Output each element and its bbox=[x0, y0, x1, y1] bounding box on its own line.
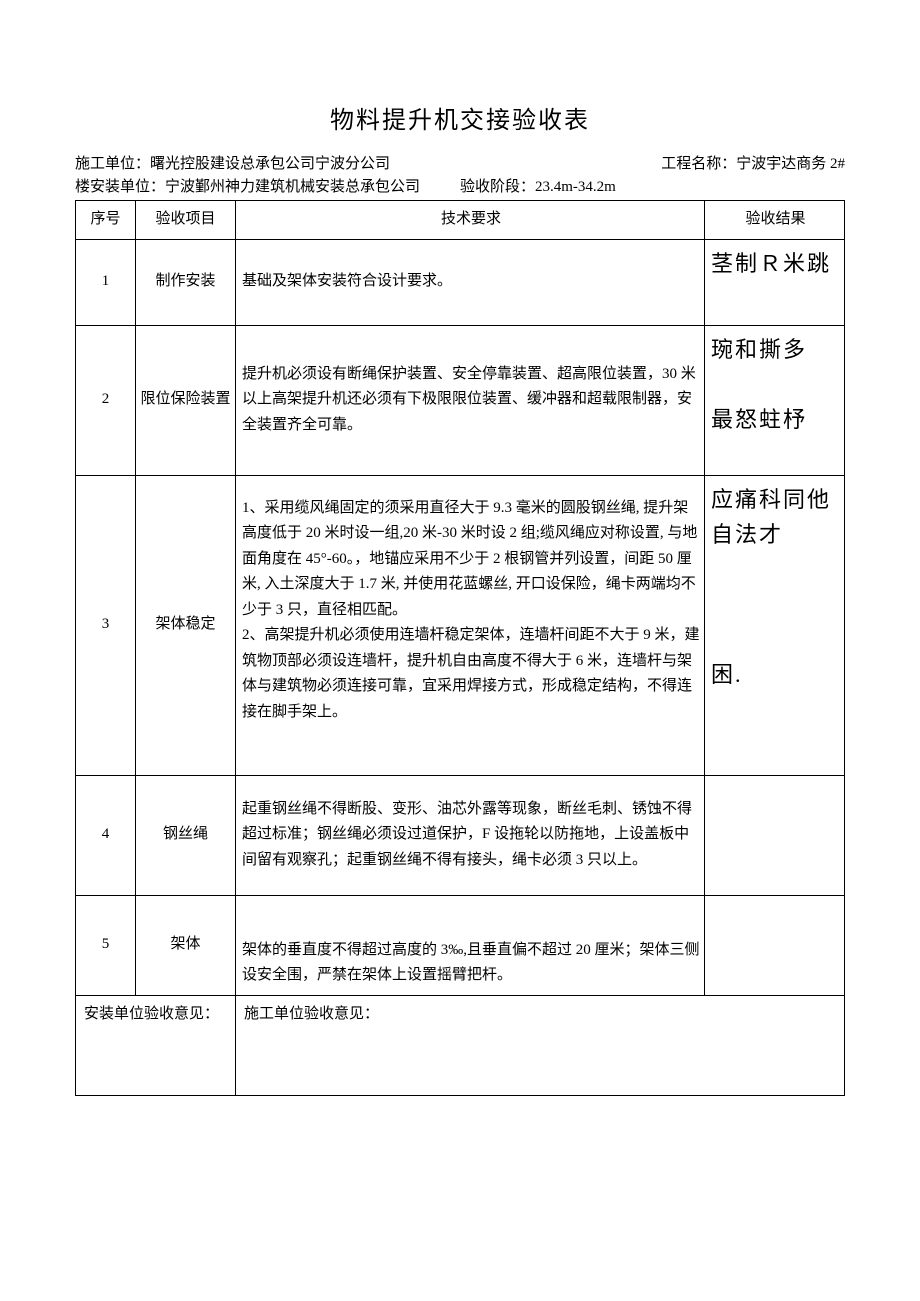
table-bottom-row: 安装单位验收意见： 施工单位验收意见： bbox=[76, 995, 845, 1095]
page-title: 物料提升机交接验收表 bbox=[75, 100, 845, 135]
meta-accept-stage: 验收阶段：23.4m-34.2m bbox=[460, 176, 616, 199]
install-opinion-label: 安装单位验收意见： bbox=[84, 1006, 219, 1022]
cell-req: 提升机必须设有断绳保护装置、安全停靠装置、超高限位装置，30 米以上高架提升机还… bbox=[236, 325, 705, 475]
table-row: 5 架体 架体的垂直度不得超过高度的 3‰,且垂直偏不超过 20 厘米；架体三侧… bbox=[76, 895, 845, 995]
meta-install-unit: 楼安装单位：宁波鄞州神力建筑机械安装总承包公司 bbox=[75, 176, 420, 199]
cell-req: 基础及架体安装符合设计要求。 bbox=[236, 239, 705, 325]
cell-res: 琬和撕多 最怒蛀杼 bbox=[705, 325, 845, 475]
result-text: 应痛科同他自法才 困. bbox=[711, 482, 840, 693]
cell-seq: 1 bbox=[76, 239, 136, 325]
cell-res bbox=[705, 775, 845, 895]
meta-line-1: 施工单位：曙光控股建设总承包公司宁波分公司 工程名称：宁波宇达商务 2# bbox=[75, 153, 845, 176]
meta-line-2: 楼安装单位：宁波鄞州神力建筑机械安装总承包公司 验收阶段：23.4m-34.2m bbox=[75, 176, 845, 199]
table-row: 4 钢丝绳 起重钢丝绳不得断股、变形、油芯外露等现象，断丝毛刺、锈蚀不得超过标准… bbox=[76, 775, 845, 895]
cell-res bbox=[705, 895, 845, 995]
meta-construction-unit: 施工单位：曙光控股建设总承包公司宁波分公司 bbox=[75, 153, 390, 176]
construct-opinion-label: 施工单位验收意见： bbox=[244, 1006, 379, 1022]
cell-req: 1、采用缆风绳固定的须采用直径大于 9.3 毫米的圆股钢丝绳, 提升架高度低于 … bbox=[236, 475, 705, 775]
meta-block: 施工单位：曙光控股建设总承包公司宁波分公司 工程名称：宁波宇达商务 2# 楼安装… bbox=[75, 153, 845, 198]
cell-res: 应痛科同他自法才 困. bbox=[705, 475, 845, 775]
result-text: 琬和撕多 最怒蛀杼 bbox=[711, 332, 840, 438]
table-row: 2 限位保险装置 提升机必须设有断绳保护装置、安全停靠装置、超高限位装置，30 … bbox=[76, 325, 845, 475]
cell-item: 钢丝绳 bbox=[136, 775, 236, 895]
construct-opinion-cell: 施工单位验收意见： bbox=[236, 995, 845, 1095]
cell-item: 制作安装 bbox=[136, 239, 236, 325]
cell-item: 架体 bbox=[136, 895, 236, 995]
cell-seq: 4 bbox=[76, 775, 136, 895]
cell-item: 限位保险装置 bbox=[136, 325, 236, 475]
cell-seq: 3 bbox=[76, 475, 136, 775]
header-seq: 序号 bbox=[76, 201, 136, 240]
table-row: 3 架体稳定 1、采用缆风绳固定的须采用直径大于 9.3 毫米的圆股钢丝绳, 提… bbox=[76, 475, 845, 775]
cell-req: 起重钢丝绳不得断股、变形、油芯外露等现象，断丝毛刺、锈蚀不得超过标准；钢丝绳必须… bbox=[236, 775, 705, 895]
header-req: 技术要求 bbox=[236, 201, 705, 240]
result-text: 茎制Ｒ米跳 bbox=[711, 246, 840, 281]
cell-req: 架体的垂直度不得超过高度的 3‰,且垂直偏不超过 20 厘米；架体三侧设安全围，… bbox=[236, 895, 705, 995]
table-header-row: 序号 验收项目 技术要求 验收结果 bbox=[76, 201, 845, 240]
cell-res: 茎制Ｒ米跳 bbox=[705, 239, 845, 325]
cell-seq: 5 bbox=[76, 895, 136, 995]
cell-item: 架体稳定 bbox=[136, 475, 236, 775]
meta-project-name: 工程名称：宁波宇达商务 2# bbox=[661, 153, 845, 176]
table-row: 1 制作安装 基础及架体安装符合设计要求。 茎制Ｒ米跳 bbox=[76, 239, 845, 325]
install-opinion-cell: 安装单位验收意见： bbox=[76, 995, 236, 1095]
cell-seq: 2 bbox=[76, 325, 136, 475]
header-item: 验收项目 bbox=[136, 201, 236, 240]
inspection-table: 序号 验收项目 技术要求 验收结果 1 制作安装 基础及架体安装符合设计要求。 … bbox=[75, 200, 845, 1096]
header-res: 验收结果 bbox=[705, 201, 845, 240]
